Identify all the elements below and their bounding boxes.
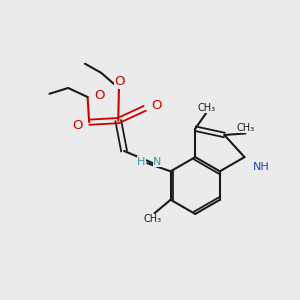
Text: N: N [153,157,161,166]
Text: NH: NH [253,162,269,172]
Text: CH₃: CH₃ [197,103,215,112]
Text: O: O [114,75,125,88]
Text: CH₃: CH₃ [144,214,162,224]
Text: H: H [137,157,146,166]
Text: O: O [151,99,162,112]
Text: O: O [94,89,104,102]
Text: CH₃: CH₃ [237,123,255,133]
Text: O: O [72,119,83,132]
